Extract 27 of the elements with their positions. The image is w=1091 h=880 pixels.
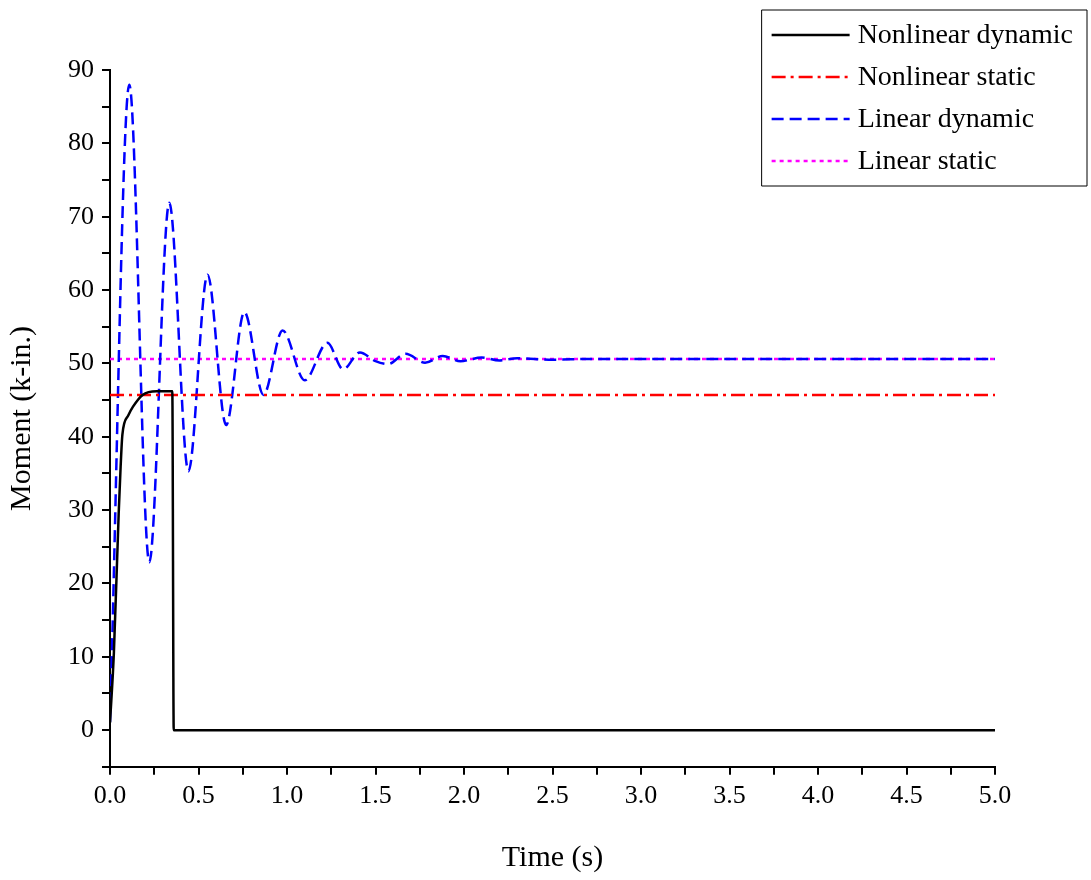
x-tick-label: 4.5: [890, 780, 923, 810]
x-tick-label: 1.5: [359, 780, 392, 810]
x-tick-label: 2.0: [447, 780, 481, 810]
legend-label: Linear static: [857, 144, 997, 176]
y-tick-label: 40: [68, 420, 94, 450]
x-tick-label: 0.5: [182, 780, 215, 810]
y-tick-label: 70: [68, 200, 94, 230]
x-tick-label: 2.5: [536, 780, 569, 810]
x-tick-label: 3.0: [624, 780, 658, 810]
x-tick-label: 5.0: [978, 780, 1012, 810]
x-tick-label: 3.5: [713, 780, 746, 810]
y-tick-label: 10: [68, 640, 94, 670]
y-tick-label: 60: [68, 273, 94, 303]
legend-label: Nonlinear static: [857, 60, 1036, 92]
y-tick-label: 90: [68, 53, 94, 83]
x-axis-title: Time (s): [501, 838, 604, 873]
y-tick-label: 20: [68, 567, 94, 597]
y-tick-label: 80: [68, 127, 94, 157]
x-tick-label: 1.0: [270, 780, 304, 810]
y-tick-label: 0: [81, 713, 94, 743]
x-tick-label: 4.0: [801, 780, 835, 810]
y-tick-label: 30: [68, 493, 94, 523]
legend-label: Linear dynamic: [857, 102, 1035, 134]
y-tick-label: 50: [68, 347, 94, 377]
legend-label: Nonlinear dynamic: [857, 18, 1073, 50]
y-axis-title: Moment (k-in.): [2, 325, 37, 511]
x-tick-label: 0.0: [93, 780, 127, 810]
